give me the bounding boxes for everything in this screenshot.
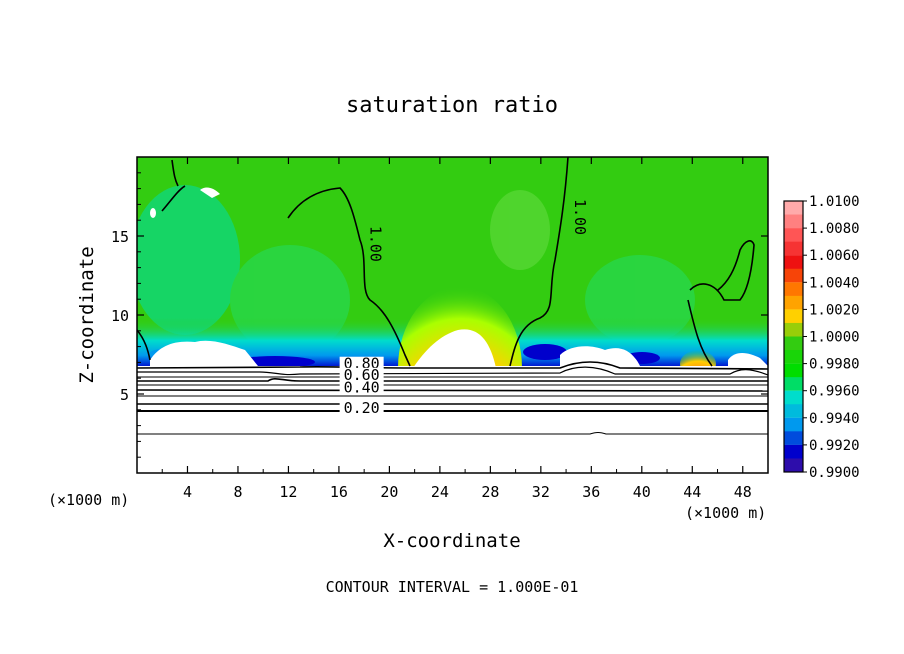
colorbar-segment-blend	[784, 431, 803, 445]
x-tick-label: 44	[683, 483, 701, 501]
colorbar-label: 1.0040	[809, 275, 860, 291]
colorbar-label: 0.9940	[809, 411, 860, 427]
x-tick-label: 8	[233, 483, 242, 501]
contour-label-bg	[339, 400, 384, 416]
x-tick-label: 12	[279, 483, 297, 501]
colorbar-label: 1.0020	[809, 302, 860, 318]
contour-interval-note: CONTOUR INTERVAL = 1.000E-01	[326, 578, 579, 596]
plot-area	[137, 157, 768, 473]
y-tick-label: 5	[120, 386, 129, 404]
x-unit-note: (×1000 m)	[685, 504, 766, 522]
colorbar-label: 1.0100	[809, 194, 860, 210]
colorbar-segment-blend	[784, 377, 803, 391]
y-tick-label: 15	[111, 228, 129, 246]
cloud-patch-top	[200, 187, 220, 198]
colorbar: 1.0100 1.0080 1.0060 1.0040 1.0020 1.0000 0.99…	[783, 194, 860, 481]
colorbar-label: 0.9920	[809, 438, 860, 454]
colorbar-label: 0.9980	[809, 357, 860, 373]
chart-title: saturation ratio	[346, 93, 558, 118]
x-axis-label: X-coordinate	[383, 530, 520, 552]
x-tick-label: 32	[532, 483, 550, 501]
x-tick-label: 4	[183, 483, 192, 501]
colorbar-segment-blend	[784, 458, 803, 472]
contour-labels: 1.001.000.800.600.400.20	[339, 199, 589, 417]
colorbar-label: 0.9960	[809, 384, 860, 400]
y-axis-ticks: 5 10 15	[111, 172, 768, 458]
x-tick-label: 20	[380, 483, 398, 501]
colorbar-label: 0.9900	[809, 465, 860, 481]
colorbar-segment-blend	[784, 322, 803, 337]
contour-label: 0.60	[344, 366, 380, 384]
x-tick-label: 28	[481, 483, 499, 501]
x-axis-ticks: 4 8 12 16 20 24 28 32 36 40 44 48	[161, 157, 752, 501]
plume-core	[413, 329, 496, 368]
dry-spot-mid	[523, 344, 567, 360]
y-tick-label: 10	[111, 307, 129, 325]
cloud-patch-left	[150, 340, 258, 366]
x-tick-label: 48	[734, 483, 752, 501]
colorbar-segment-blend	[784, 268, 803, 283]
colorbar-label: 1.0080	[809, 221, 860, 237]
x-tick-label: 16	[330, 483, 348, 501]
contour-label: 0.40	[344, 378, 380, 396]
colorbar-segment-blend	[784, 404, 803, 418]
y-unit-note: (×1000 m)	[48, 491, 129, 509]
colorbar-label: 1.0060	[809, 248, 860, 264]
cloud-patch-far-right	[728, 353, 768, 366]
contour-1-00	[137, 157, 755, 367]
contour-label: 0.20	[344, 399, 380, 417]
x-tick-label: 40	[633, 483, 651, 501]
colorbar-segment-blend	[784, 241, 803, 256]
x-tick-label: 36	[582, 483, 600, 501]
cloud-patch-right	[560, 346, 640, 366]
x-tick-label: 24	[431, 483, 449, 501]
cloud-dot	[150, 208, 156, 218]
contour-label: 1.00	[571, 199, 589, 235]
y-axis-label: Z-coordinate	[76, 246, 98, 383]
contour-lower-set	[137, 361, 768, 435]
contour-label: 1.00	[366, 226, 384, 262]
contour-label-bg	[339, 367, 384, 383]
colorbar-label: 1.0000	[809, 330, 860, 346]
colorbar-segment-blend	[784, 214, 803, 229]
subsaturated-region	[137, 366, 768, 473]
colorbar-segment-blend	[784, 350, 803, 364]
contour-label-bg	[339, 380, 384, 396]
colorbar-segment-blend	[784, 295, 803, 310]
